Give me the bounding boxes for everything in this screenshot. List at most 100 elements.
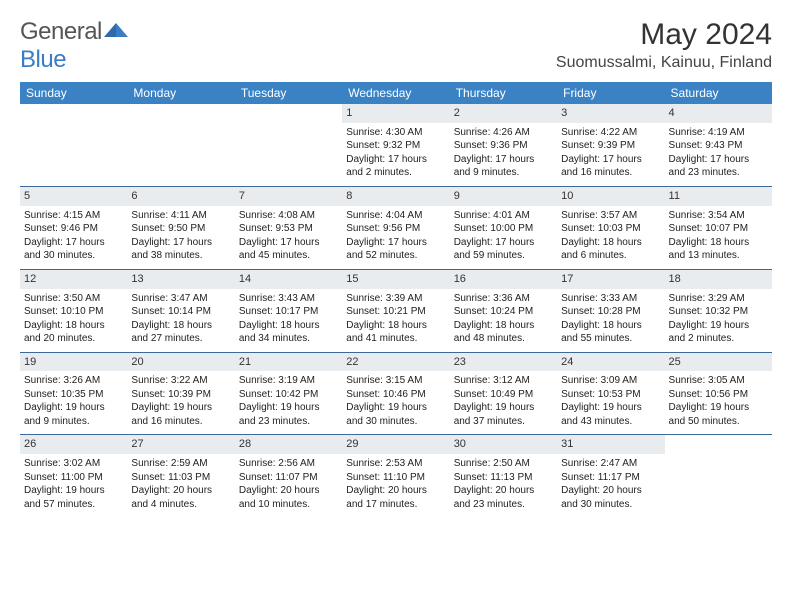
calendar-cell: 10Sunrise: 3:57 AMSunset: 10:03 PMDaylig… [557,186,664,269]
calendar-cell: 29Sunrise: 2:53 AMSunset: 11:10 PMDaylig… [342,435,449,517]
day-number: 25 [665,353,772,372]
daylight-text: Daylight: 17 hours and 52 minutes. [346,236,445,263]
sunset-text: Sunset: 10:14 PM [131,305,230,319]
sunrise-text: Sunrise: 3:19 AM [239,374,338,388]
daylight-text: Daylight: 20 hours and 4 minutes. [131,484,230,511]
calendar-cell: 20Sunrise: 3:22 AMSunset: 10:39 PMDaylig… [127,352,234,435]
calendar-cell: 16Sunrise: 3:36 AMSunset: 10:24 PMDaylig… [450,269,557,352]
calendar-cell: 26Sunrise: 3:02 AMSunset: 11:00 PMDaylig… [20,435,127,517]
sunrise-text: Sunrise: 2:47 AM [561,457,660,471]
day-number: 17 [557,270,664,289]
logo: General Blue [20,18,130,74]
day-header: Thursday [450,82,557,104]
sunset-text: Sunset: 11:10 PM [346,471,445,485]
sunrise-text: Sunrise: 3:05 AM [669,374,768,388]
day-number: 24 [557,353,664,372]
sunrise-text: Sunrise: 4:30 AM [346,126,445,140]
calendar-cell: 24Sunrise: 3:09 AMSunset: 10:53 PMDaylig… [557,352,664,435]
calendar-cell: 22Sunrise: 3:15 AMSunset: 10:46 PMDaylig… [342,352,449,435]
calendar-cell: 3Sunrise: 4:22 AMSunset: 9:39 PMDaylight… [557,104,664,186]
daylight-text: Daylight: 19 hours and 50 minutes. [669,401,768,428]
day-number: 28 [235,435,342,454]
sunrise-text: Sunrise: 3:26 AM [24,374,123,388]
daylight-text: Daylight: 18 hours and 20 minutes. [24,319,123,346]
day-number: 1 [342,104,449,123]
daylight-text: Daylight: 18 hours and 48 minutes. [454,319,553,346]
sunset-text: Sunset: 10:42 PM [239,388,338,402]
daylight-text: Daylight: 17 hours and 9 minutes. [454,153,553,180]
day-header: Saturday [665,82,772,104]
calendar-cell: 19 Sunrise: 3:26 AMSunset: 10:35 PMDaylig… [20,352,127,435]
calendar-cell [665,435,772,517]
calendar-cell: 12Sunrise: 3:50 AMSunset: 10:10 PMDaylig… [20,269,127,352]
sunset-text: Sunset: 10:28 PM [561,305,660,319]
calendar-body: 1Sunrise: 4:30 AMSunset: 9:32 PMDaylight… [20,104,772,517]
calendar-cell: 27Sunrise: 2:59 AMSunset: 11:03 PMDaylig… [127,435,234,517]
sunrise-text: Sunrise: 3:22 AM [131,374,230,388]
sunset-text: Sunset: 10:32 PM [669,305,768,319]
daylight-text: Daylight: 20 hours and 30 minutes. [561,484,660,511]
sunset-text: Sunset: 10:53 PM [561,388,660,402]
sunset-text: Sunset: 10:56 PM [669,388,768,402]
sunset-text: Sunset: 10:49 PM [454,388,553,402]
sunset-text: Sunset: 9:46 PM [24,222,123,236]
sunrise-text: Sunrise: 3:29 AM [669,292,768,306]
daylight-text: Daylight: 17 hours and 59 minutes. [454,236,553,263]
sunset-text: Sunset: 10:00 PM [454,222,553,236]
header-row: General Blue May 2024 Suomussalmi, Kainu… [20,18,772,74]
calendar-cell [20,104,127,186]
day-number: 10 [557,187,664,206]
calendar-cell: 7Sunrise: 4:08 AMSunset: 9:53 PMDaylight… [235,186,342,269]
sunrise-text: Sunrise: 4:22 AM [561,126,660,140]
calendar-table: SundayMondayTuesdayWednesdayThursdayFrid… [20,82,772,517]
sunset-text: Sunset: 9:50 PM [131,222,230,236]
daylight-text: Daylight: 20 hours and 23 minutes. [454,484,553,511]
sunset-text: Sunset: 10:24 PM [454,305,553,319]
daylight-text: Daylight: 19 hours and 2 minutes. [669,319,768,346]
day-number: 15 [342,270,449,289]
sunset-text: Sunset: 10:07 PM [669,222,768,236]
sunset-text: Sunset: 9:32 PM [346,139,445,153]
daylight-text: Daylight: 19 hours and 9 minutes. [24,401,123,428]
sunset-text: Sunset: 10:17 PM [239,305,338,319]
sunset-text: Sunset: 9:36 PM [454,139,553,153]
sunrise-text: Sunrise: 3:54 AM [669,209,768,223]
sunset-text: Sunset: 10:35 PM [24,388,123,402]
day-number: 22 [342,353,449,372]
page-container: General Blue May 2024 Suomussalmi, Kainu… [0,0,792,517]
day-number: 7 [235,187,342,206]
sunrise-text: Sunrise: 3:50 AM [24,292,123,306]
sunrise-text: Sunrise: 3:33 AM [561,292,660,306]
day-header: Friday [557,82,664,104]
day-header-row: SundayMondayTuesdayWednesdayThursdayFrid… [20,82,772,104]
calendar-cell: 14Sunrise: 3:43 AMSunset: 10:17 PMDaylig… [235,269,342,352]
day-number: 20 [127,353,234,372]
sunset-text: Sunset: 11:17 PM [561,471,660,485]
day-number: 21 [235,353,342,372]
calendar-cell: 28Sunrise: 2:56 AMSunset: 11:07 PMDaylig… [235,435,342,517]
daylight-text: Daylight: 18 hours and 27 minutes. [131,319,230,346]
daylight-text: Daylight: 17 hours and 23 minutes. [669,153,768,180]
day-number: 6 [127,187,234,206]
sunset-text: Sunset: 10:46 PM [346,388,445,402]
sunrise-text: Sunrise: 3:43 AM [239,292,338,306]
sunset-text: Sunset: 9:53 PM [239,222,338,236]
sunrise-text: Sunrise: 3:36 AM [454,292,553,306]
day-number: 19 [20,353,127,372]
day-number: 31 [557,435,664,454]
day-header: Sunday [20,82,127,104]
calendar-week: 26Sunrise: 3:02 AMSunset: 11:00 PMDaylig… [20,435,772,517]
daylight-text: Daylight: 18 hours and 41 minutes. [346,319,445,346]
calendar-cell: 17Sunrise: 3:33 AMSunset: 10:28 PMDaylig… [557,269,664,352]
sunrise-text: Sunrise: 3:47 AM [131,292,230,306]
sunrise-text: Sunrise: 4:11 AM [131,209,230,223]
sunrise-text: Sunrise: 4:04 AM [346,209,445,223]
daylight-text: Daylight: 17 hours and 2 minutes. [346,153,445,180]
sunrise-text: Sunrise: 4:19 AM [669,126,768,140]
logo-mark-icon [102,19,130,39]
day-header: Tuesday [235,82,342,104]
day-number: 26 [20,435,127,454]
calendar-cell: 2Sunrise: 4:26 AMSunset: 9:36 PMDaylight… [450,104,557,186]
sunset-text: Sunset: 9:43 PM [669,139,768,153]
daylight-text: Daylight: 20 hours and 17 minutes. [346,484,445,511]
